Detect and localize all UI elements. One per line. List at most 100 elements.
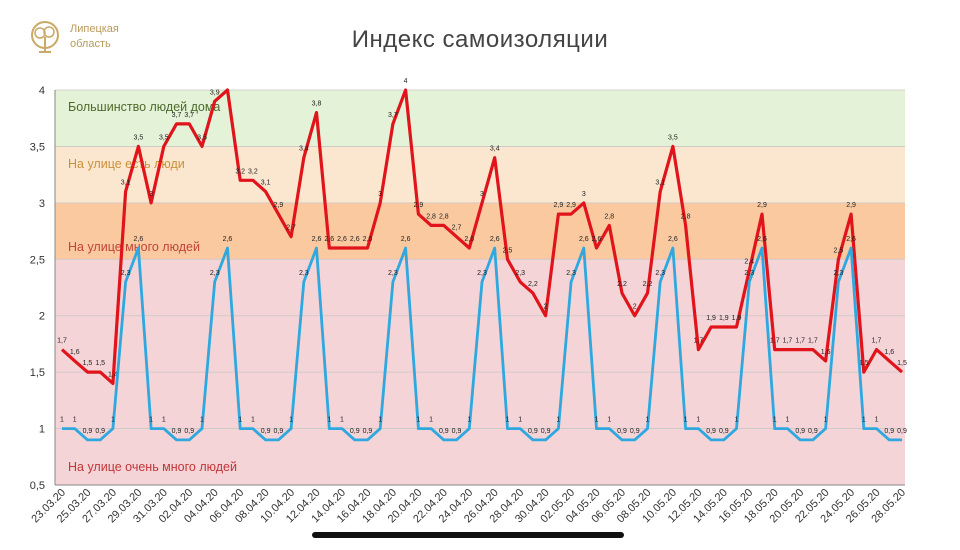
blue-data-label: 2,6 [401,236,411,243]
blue-data-label: 0,9 [363,428,373,435]
red-data-label: 1,9 [732,315,742,322]
blue-data-label: 2,6 [846,236,856,243]
blue-data-label: 2,3 [388,270,398,277]
red-data-label: 1,7 [795,338,805,345]
blue-data-label: 0,9 [884,428,894,435]
blue-data-label: 1 [238,417,242,424]
y-tick-label: 3 [39,198,45,210]
blue-data-label: 1 [162,417,166,424]
blue-data-label: 0,9 [719,428,729,435]
red-data-label: 2,9 [413,202,423,209]
red-data-label: 2 [544,304,548,311]
red-data-label: 3,5 [159,134,169,141]
blue-data-label: 0,9 [273,428,283,435]
blue-data-label: 2,3 [477,270,487,277]
y-tick-label: 1 [39,424,45,436]
red-data-label: 3,4 [299,146,309,153]
blue-data-label: 1 [607,417,611,424]
red-series-line [60,88,904,385]
red-data-label: 3,7 [184,112,194,119]
blue-data-label: 0,9 [897,428,907,435]
blue-data-label: 1 [416,417,420,424]
red-data-label: 1,6 [821,349,831,356]
red-data-label: 2,2 [528,281,538,288]
red-data-label: 2,7 [286,225,296,232]
red-data-label: 2,5 [833,247,843,254]
blue-data-label: 1 [556,417,560,424]
zone-label: Большинство людей дома [68,100,220,114]
blue-data-label: 1 [786,417,790,424]
red-data-label: 2,8 [426,213,436,220]
blue-data-label: 0,9 [95,428,105,435]
blue-data-label: 2,6 [223,236,233,243]
blue-data-label: 1 [60,417,64,424]
zone-label: На улице есть люди [68,157,185,171]
zone-band-0 [55,90,905,147]
blue-data-label: 2,6 [133,236,143,243]
blue-data-label: 0,9 [172,428,182,435]
red-data-label: 2,7 [452,225,462,232]
zone-label: На улице много людей [68,240,200,254]
blue-data-label: 0,9 [617,428,627,435]
red-data-label: 2,9 [757,202,767,209]
red-data-label: 2,8 [681,213,691,220]
red-data-label: 1,9 [706,315,716,322]
blue-data-label: 1 [696,417,700,424]
blue-data-label: 0,9 [439,428,449,435]
red-data-label: 1,5 [859,360,869,367]
blue-data-label: 2,6 [312,236,322,243]
blue-data-label: 0,9 [706,428,716,435]
red-data-label: 3,2 [248,168,258,175]
blue-data-label: 1 [429,417,433,424]
blue-data-label: 1 [327,417,331,424]
blue-data-label: 1 [200,417,204,424]
red-data-label: 3,1 [655,180,665,187]
red-data-label: 1,5 [897,360,907,367]
blue-data-label: 2,6 [490,236,500,243]
blue-data-label: 2,3 [655,270,665,277]
blue-data-label: 1 [149,417,153,424]
logo-line-2: область [70,38,111,50]
red-data-label: 1,7 [783,338,793,345]
blue-data-label: 1 [824,417,828,424]
blue-data-label: 1 [595,417,599,424]
red-data-label: 3,5 [133,134,143,141]
red-data-label: 2,6 [324,236,334,243]
blue-data-label: 2,3 [121,270,131,277]
y-tick-label: 3,5 [30,141,45,153]
blue-data-label: 1 [111,417,115,424]
red-data-label: 1,7 [770,338,780,345]
blue-data-label: 1 [773,417,777,424]
y-tick-label: 4 [39,85,45,97]
home-indicator [312,532,624,538]
blue-data-label: 0,9 [83,428,93,435]
chart-title: Индекс самоизоляции [351,26,609,53]
blue-data-label: 1 [646,417,650,424]
blue-data-label: 0,9 [808,428,818,435]
y-tick-label: 2 [39,311,45,323]
blue-data-label: 1 [684,417,688,424]
blue-data-label: 0,9 [184,428,194,435]
blue-data-label: 0,9 [528,428,538,435]
blue-data-label: 1 [875,417,879,424]
blue-series-line [62,246,902,442]
blue-data-label: 0,9 [541,428,551,435]
red-data-label: 1,6 [884,349,894,356]
y-tick-label: 2,5 [30,254,45,266]
blue-data-label: 1 [73,417,77,424]
red-data-label: 2,9 [846,202,856,209]
red-data-label: 2,6 [363,236,373,243]
blue-data-label: 0,9 [350,428,360,435]
red-data-label: 1,7 [872,338,882,345]
logo-line-1: Липецкая [70,23,119,35]
blue-data-label: 0,9 [452,428,462,435]
red-data-label: 3 [480,191,484,198]
red-data-label: 2,3 [515,270,525,277]
red-data-label: 1,5 [95,360,105,367]
red-data-label: 2,5 [503,247,513,254]
tree-logo-icon [31,21,59,53]
red-data-label: 2,4 [744,259,754,266]
blue-data-label: 1 [518,417,522,424]
